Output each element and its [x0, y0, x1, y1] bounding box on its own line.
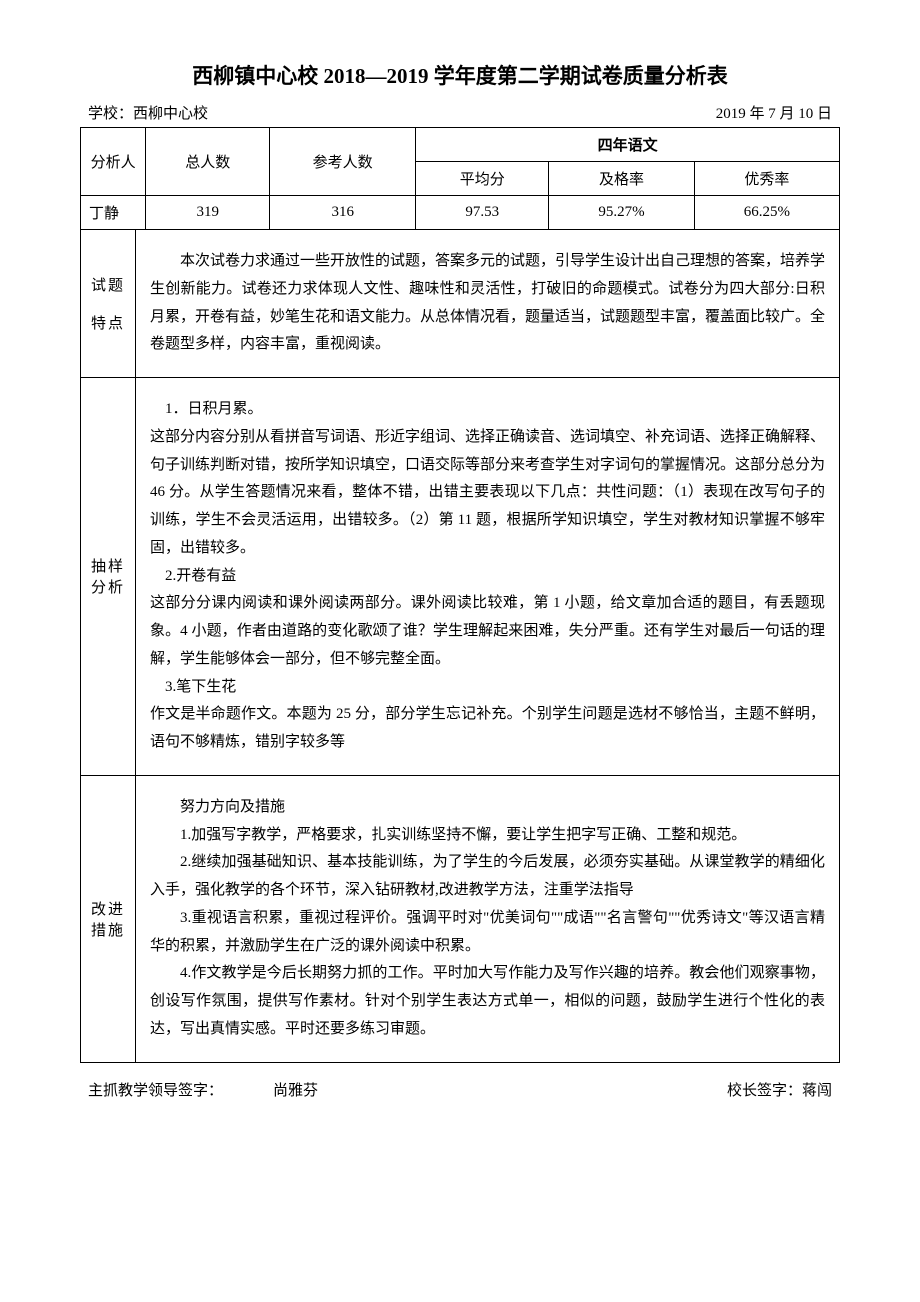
- features-row: 试题特点 本次试卷力求通过一些开放性的试题，答案多元的试题，引导学生设计出自己理…: [81, 230, 840, 378]
- avg-score-header: 平均分: [416, 162, 549, 196]
- sampling-p1-title: 1．日积月累。: [150, 396, 825, 424]
- date-label: 2019 年 7 月 10 日: [716, 102, 832, 123]
- improvement-row: 改进措施 努力方向及措施 1.加强写字教学，严格要求，扎实训练坚持不懈，要让学生…: [81, 775, 840, 1062]
- features-label: 试题特点: [81, 230, 136, 378]
- school-label: 学校：西柳中心校: [88, 102, 208, 123]
- sampling-p1-text: 这部分内容分别从看拼音写词语、形近字组词、选择正确读音、选词填空、补充词语、选择…: [150, 424, 825, 563]
- sampling-content: 1．日积月累。 这部分内容分别从看拼音写词语、形近字组词、选择正确读音、选词填空…: [136, 378, 840, 776]
- total-count-header: 总人数: [146, 128, 270, 196]
- analysis-table: 分析人 总人数 参考人数 四年语文 平均分 及格率 优秀率 丁静 319 316…: [80, 127, 840, 1063]
- sampling-p2-title: 2.开卷有益: [150, 563, 825, 591]
- exam-count-value: 316: [270, 196, 416, 230]
- header-row-1: 分析人 总人数 参考人数 四年语文: [81, 128, 840, 162]
- sampling-label: 抽样分析: [81, 378, 136, 776]
- analyzer-header: 分析人: [81, 128, 146, 196]
- features-text: 本次试卷力求通过一些开放性的试题，答案多元的试题，引导学生设计出自己理想的答案，…: [150, 248, 825, 359]
- leader-signature-label: 主抓教学领导签字：: [88, 1079, 223, 1100]
- meta-row: 学校：西柳中心校 2019 年 7 月 10 日: [80, 102, 840, 123]
- leader-signature-name: 尚雅芬: [273, 1079, 318, 1100]
- data-row: 丁静 319 316 97.53 95.27% 66.25%: [81, 196, 840, 230]
- total-count-value: 319: [146, 196, 270, 230]
- sampling-row: 抽样分析 1．日积月累。 这部分内容分别从看拼音写词语、形近字组词、选择正确读音…: [81, 378, 840, 776]
- improvement-p4: 4.作文教学是今后长期努力抓的工作。平时加大写作能力及写作兴趣的培养。教会他们观…: [150, 960, 825, 1043]
- improvement-intro: 努力方向及措施: [150, 794, 825, 822]
- excellent-rate-value: 66.25%: [694, 196, 839, 230]
- features-content: 本次试卷力求通过一些开放性的试题，答案多元的试题，引导学生设计出自己理想的答案，…: [136, 230, 840, 378]
- analyzer-value: 丁静: [81, 196, 146, 230]
- document-title: 西柳镇中心校 2018—2019 学年度第二学期试卷质量分析表: [80, 60, 840, 90]
- pass-rate-header: 及格率: [549, 162, 694, 196]
- avg-score-value: 97.53: [416, 196, 549, 230]
- pass-rate-value: 95.27%: [549, 196, 694, 230]
- signature-row: 主抓教学领导签字： 尚雅芬 校长签字：蒋闯: [80, 1079, 840, 1100]
- improvement-p1: 1.加强写字教学，严格要求，扎实训练坚持不懈，要让学生把字写正确、工整和规范。: [150, 822, 825, 850]
- improvement-content: 努力方向及措施 1.加强写字教学，严格要求，扎实训练坚持不懈，要让学生把字写正确…: [136, 775, 840, 1062]
- sampling-p2-text: 这部分分课内阅读和课外阅读两部分。课外阅读比较难，第 1 小题，给文章加合适的题…: [150, 590, 825, 673]
- sampling-p3-title: 3.笔下生花: [150, 674, 825, 702]
- sampling-p3-text: 作文是半命题作文。本题为 25 分，部分学生忘记补充。个别学生问题是选材不够恰当…: [150, 701, 825, 757]
- improvement-label: 改进措施: [81, 775, 136, 1062]
- subject-header: 四年语文: [416, 128, 840, 162]
- exam-count-header: 参考人数: [270, 128, 416, 196]
- excellent-rate-header: 优秀率: [694, 162, 839, 196]
- principal-signature: 校长签字：蒋闯: [727, 1079, 832, 1100]
- improvement-p3: 3.重视语言积累，重视过程评价。强调平时对"优美词句""成语""名言警句""优秀…: [150, 905, 825, 961]
- improvement-p2: 2.继续加强基础知识、基本技能训练，为了学生的今后发展，必须夯实基础。从课堂教学…: [150, 849, 825, 905]
